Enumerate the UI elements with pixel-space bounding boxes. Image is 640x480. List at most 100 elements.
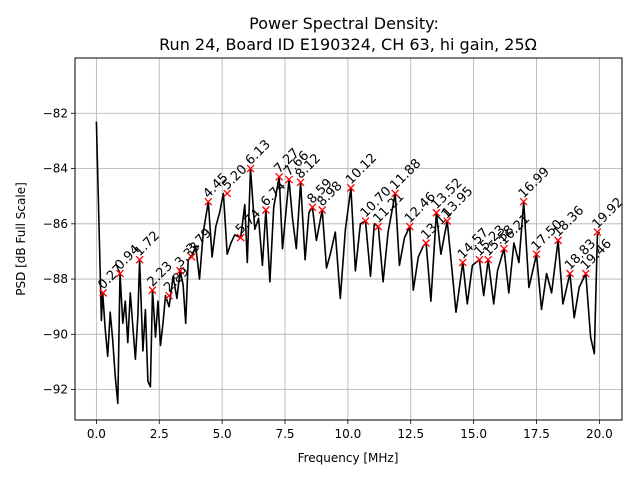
chart-title-line1: Power Spectral Density: <box>249 14 439 33</box>
peak-x-stroke <box>148 286 157 295</box>
peak-marker <box>432 208 441 217</box>
peak-x-stroke <box>296 178 305 187</box>
peak-marker <box>135 255 144 264</box>
x-tick-label: 5.0 <box>213 427 232 441</box>
peak-x-stroke <box>135 255 144 264</box>
x-tick-label: 17.5 <box>523 427 550 441</box>
peak-x-stroke <box>236 233 245 242</box>
y-tick-label: −86 <box>43 217 68 231</box>
chart-title-line2: Run 24, Board ID E190324, CH 63, hi gain… <box>159 35 537 54</box>
peak-label: 5.20 <box>219 162 250 193</box>
peak-x-stroke <box>246 164 255 173</box>
peak-marker <box>246 164 255 173</box>
peak-label: 6.13 <box>243 137 274 168</box>
peak-x-stroke <box>519 197 528 206</box>
peak-x-stroke <box>361 217 370 225</box>
peak-marker <box>361 217 370 225</box>
peak-marker <box>165 291 174 300</box>
peak-marker <box>318 206 327 214</box>
x-tick-label: 10.0 <box>335 427 362 441</box>
peak-x-stroke <box>443 217 452 225</box>
peak-marker <box>458 258 467 267</box>
peak-x-stroke <box>285 175 293 184</box>
x-tick-label: 2.5 <box>150 427 169 441</box>
peak-marker <box>443 217 452 225</box>
peak-marker <box>261 206 270 214</box>
peak-x-stroke <box>500 244 509 253</box>
x-tick-label: 7.5 <box>275 427 294 441</box>
y-tick-label: −90 <box>43 327 68 341</box>
peak-x-stroke <box>275 172 284 181</box>
peak-marker <box>475 255 484 264</box>
peak-marker <box>176 266 185 275</box>
peak-x-stroke <box>261 206 270 214</box>
peak-marker <box>391 189 400 198</box>
peak-marker <box>565 269 574 278</box>
peak-marker <box>275 172 284 181</box>
peak-marker <box>285 175 293 184</box>
x-tick-label: 0.0 <box>87 427 106 441</box>
peak-marker <box>187 253 196 261</box>
peak-marker <box>554 236 563 245</box>
peak-label: 1.72 <box>132 228 163 259</box>
y-tick-label: −92 <box>43 383 68 397</box>
peak-marker <box>519 197 528 206</box>
peak-x-stroke <box>458 258 467 267</box>
peak-marker <box>148 286 157 295</box>
peak-marker <box>484 255 493 264</box>
peak-x-stroke <box>405 222 414 231</box>
peak-marker <box>500 244 509 253</box>
peak-label: 10.12 <box>343 151 380 188</box>
peak-x-stroke <box>432 208 441 217</box>
peak-x-stroke <box>565 269 574 278</box>
peak-x-stroke <box>116 269 124 278</box>
peak-x-stroke <box>187 253 196 261</box>
peak-marker <box>99 288 108 297</box>
peak-label: 19.92 <box>590 195 627 232</box>
peak-x-stroke <box>99 288 108 297</box>
peak-marker <box>405 222 414 231</box>
peak-x-stroke <box>484 255 493 264</box>
peak-marker <box>296 178 305 187</box>
peak-marker <box>422 239 431 248</box>
peak-x-stroke <box>593 228 602 237</box>
peak-x-stroke <box>374 222 383 231</box>
y-tick-label: −84 <box>43 162 68 176</box>
series-layer <box>95 121 601 405</box>
peak-x-stroke <box>204 197 213 206</box>
y-axis-label: PSD [dB Full Scale] <box>14 182 28 296</box>
peak-marker <box>204 197 213 206</box>
peak-label: 16.99 <box>516 165 553 202</box>
peak-marker <box>236 233 245 242</box>
peak-label: 11.88 <box>387 156 424 193</box>
peak-x-stroke <box>581 269 590 278</box>
peak-marker <box>116 269 124 278</box>
peak-x-stroke <box>532 250 541 259</box>
peak-x-stroke <box>391 189 400 198</box>
peak-marker <box>223 189 232 198</box>
peak-x-stroke <box>554 236 563 245</box>
x-axis-label: Frequency [MHz] <box>298 451 399 465</box>
peak-x-stroke <box>308 203 317 212</box>
peak-marker <box>593 228 602 237</box>
peak-marker <box>374 222 383 231</box>
axis-ticks: 0.0 2.5 5.0 7.5 10.0 12.5 15.0 17.5 20.0 −92 −90 −8… <box>43 106 613 441</box>
peak-x-stroke <box>346 183 355 192</box>
x-tick-label: 15.0 <box>460 427 487 441</box>
y-tick-label: −88 <box>43 272 68 286</box>
peak-x-stroke <box>422 239 431 248</box>
psd-series-line <box>95 121 601 405</box>
peak-marker <box>308 203 317 212</box>
peak-marker <box>346 183 355 192</box>
peak-marker <box>581 269 590 278</box>
peak-x-stroke <box>223 189 232 198</box>
y-tick-label: −82 <box>43 106 68 120</box>
peak-x-stroke <box>165 291 174 300</box>
x-tick-label: 20.0 <box>586 427 613 441</box>
plot-frame <box>74 57 623 421</box>
x-tick-label: 12.5 <box>397 427 424 441</box>
peak-x-stroke <box>318 206 327 214</box>
peak-x-stroke <box>176 266 185 275</box>
